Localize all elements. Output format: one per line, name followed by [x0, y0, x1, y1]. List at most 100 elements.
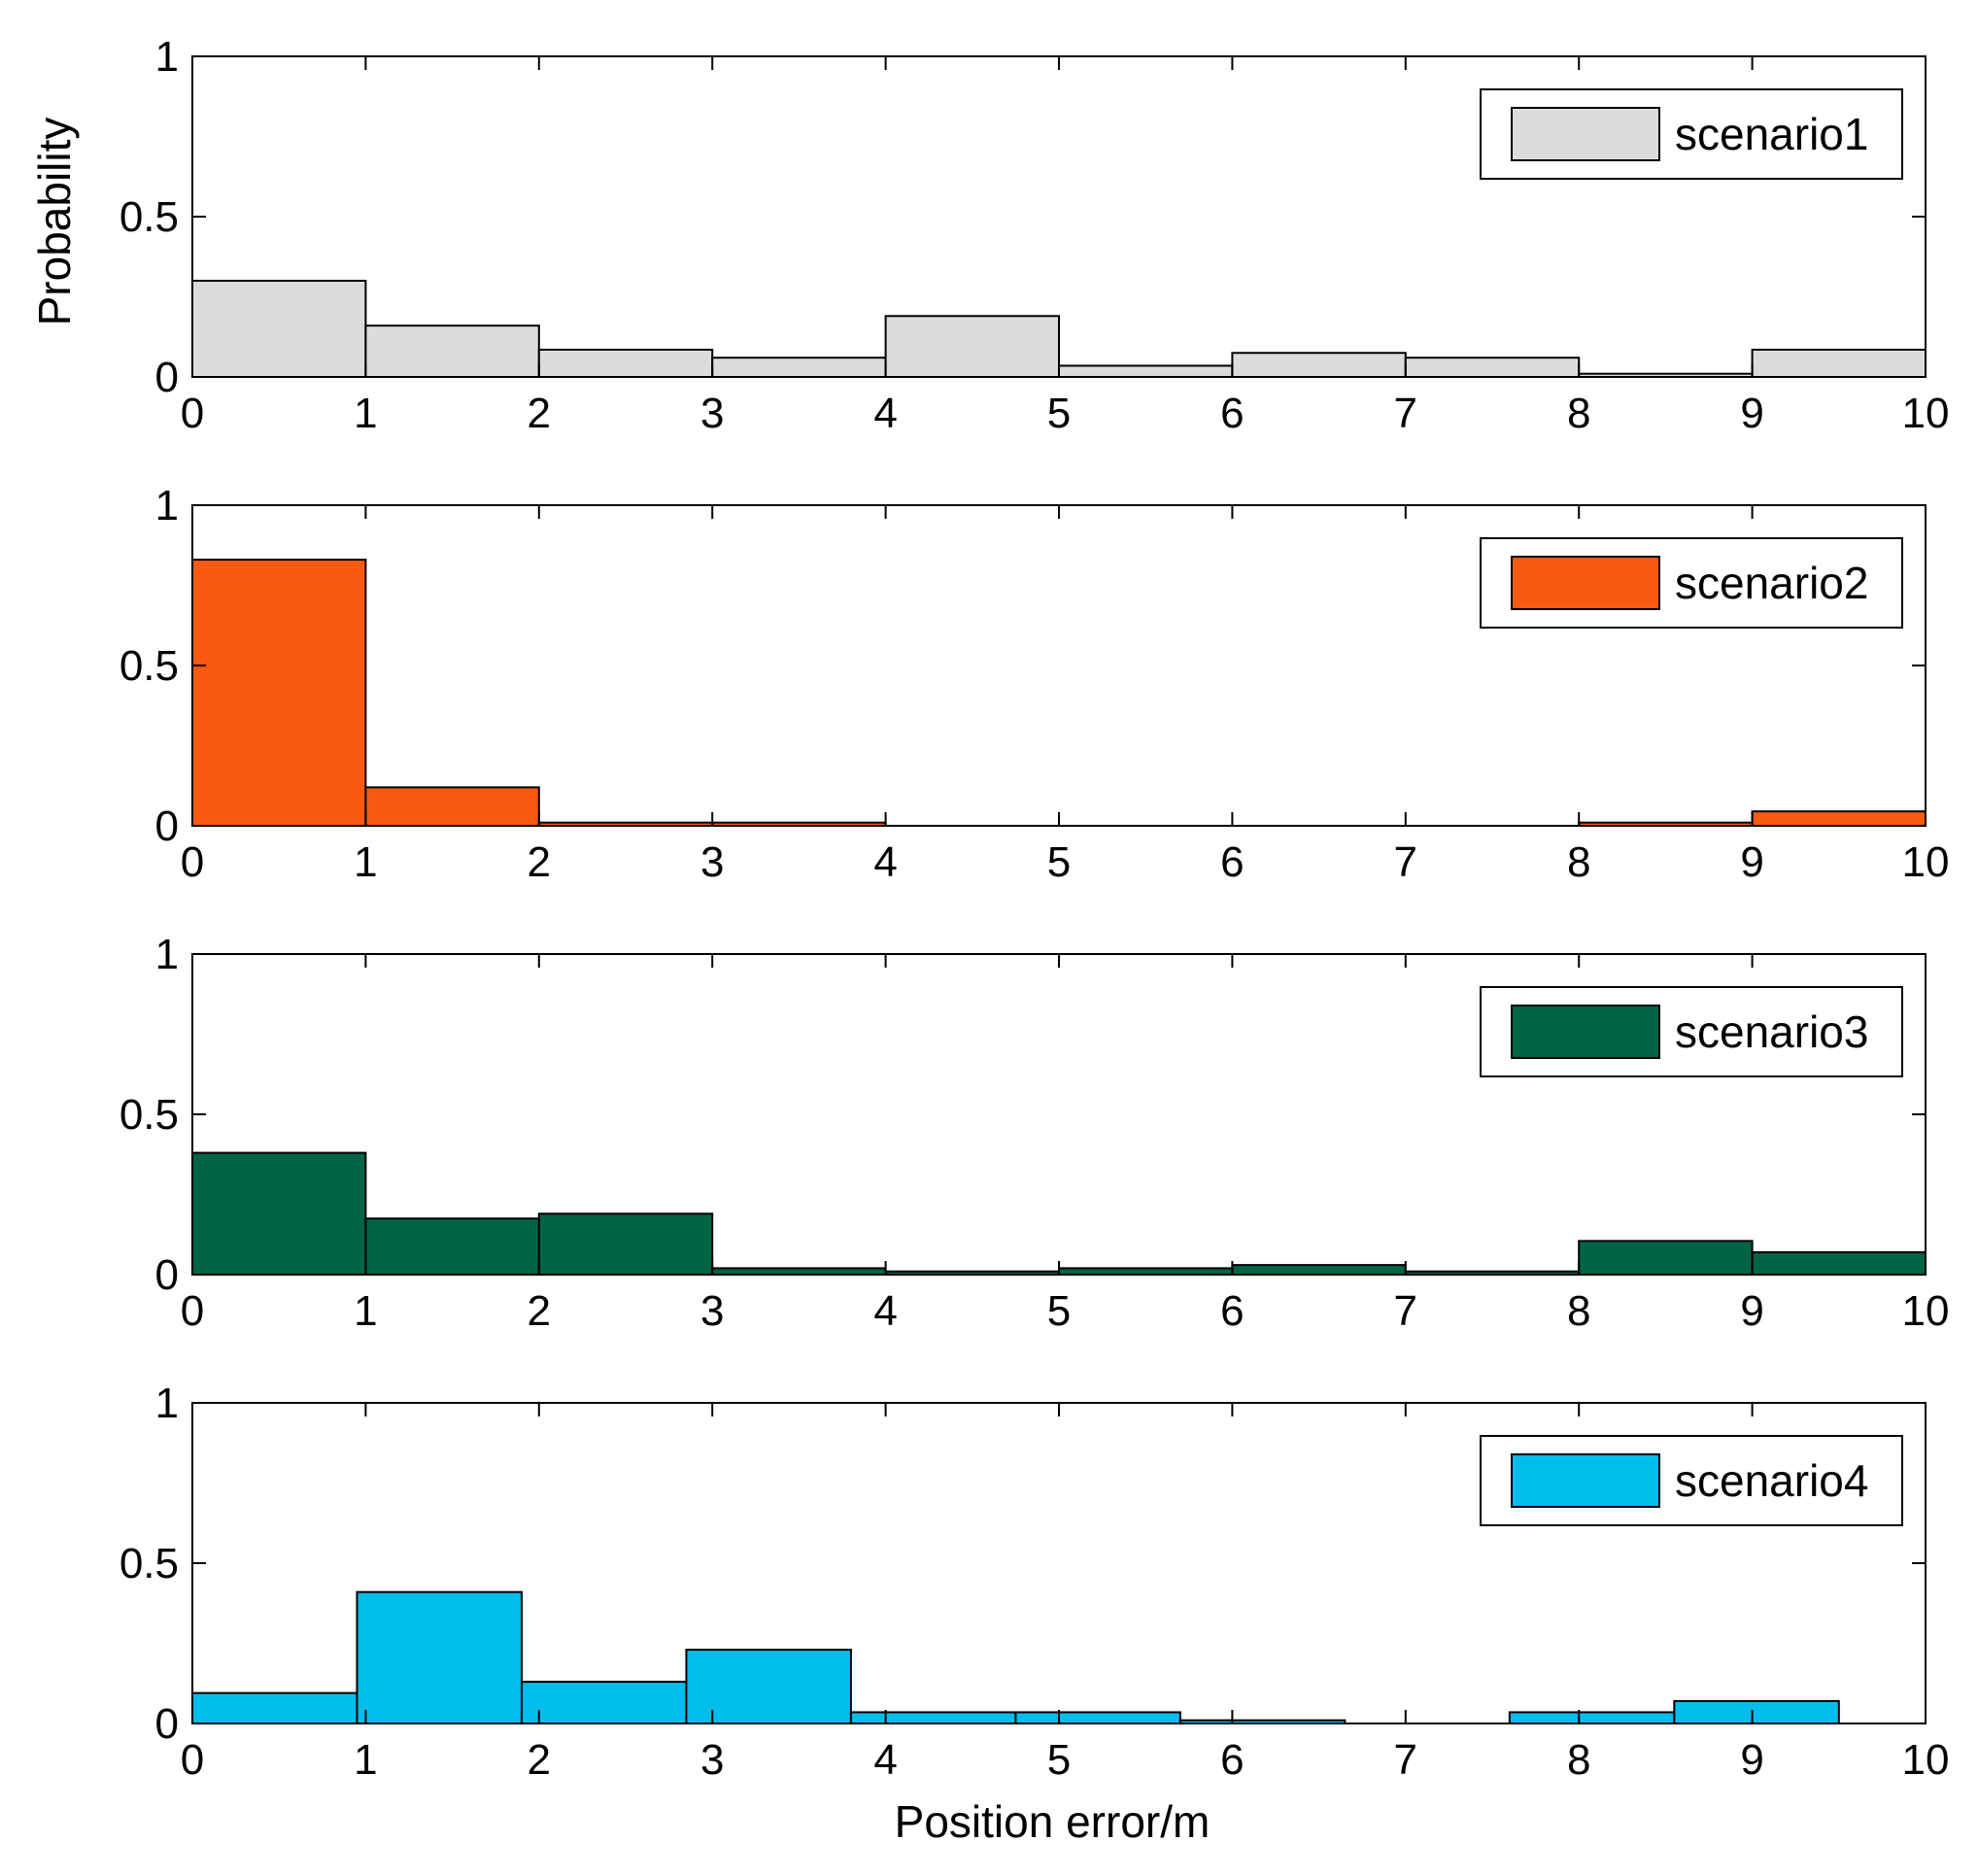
histogram-bar — [711, 1267, 887, 1277]
x-tick-label: 3 — [700, 390, 724, 437]
x-tick-label: 9 — [1740, 390, 1763, 437]
legend: scenario3 — [1480, 986, 1903, 1077]
x-tick-label: 0 — [181, 1287, 204, 1335]
x-tick-label: 6 — [1220, 1287, 1244, 1335]
x-tick-label: 5 — [1047, 390, 1071, 437]
histogram-bar — [685, 1649, 852, 1724]
y-tick-label: 0.5 — [119, 1540, 179, 1587]
legend: scenario1 — [1480, 88, 1903, 180]
legend-label: scenario1 — [1675, 109, 1868, 159]
legend-swatch — [1511, 1005, 1660, 1059]
histogram-bar — [1178, 1719, 1347, 1724]
x-tick-label: 8 — [1567, 1736, 1590, 1784]
legend-label: scenario4 — [1675, 1455, 1868, 1506]
x-tick-label: 1 — [354, 1736, 377, 1784]
x-tick-label: 0 — [181, 1736, 204, 1784]
x-tick-label: 8 — [1567, 1287, 1590, 1335]
x-tick-label: 2 — [528, 838, 551, 886]
x-tick-label: 2 — [528, 1287, 551, 1335]
histogram-bar — [1058, 1267, 1234, 1277]
histogram-bar — [356, 1590, 523, 1724]
x-tick-label: 10 — [1902, 1736, 1950, 1784]
x-tick-label: 1 — [354, 1287, 377, 1335]
subplot-2: 0 1 2 3 4 5 6 7 8 9 10 0 0.5 1 scenario2 — [119, 482, 1950, 886]
histogram-bar — [1014, 1711, 1181, 1724]
x-tick-label: 2 — [528, 390, 551, 437]
legend-swatch — [1511, 107, 1660, 161]
histogram-bar — [191, 1691, 358, 1725]
histogram-bar — [849, 1711, 1017, 1724]
histogram-bar — [537, 1212, 714, 1277]
histogram-bar — [191, 559, 367, 827]
x-tick-label: 7 — [1394, 838, 1417, 886]
x-tick-label: 4 — [873, 838, 897, 886]
x-tick-label: 2 — [528, 1736, 551, 1784]
x-tick-label: 3 — [700, 1287, 724, 1335]
histogram-bar — [1578, 372, 1754, 379]
histogram-bar — [1751, 810, 1927, 828]
x-tick-label: 4 — [873, 390, 897, 437]
histogram-bar — [1673, 1699, 1840, 1725]
subplot-1: 0 1 2 3 4 5 6 7 8 9 10 0 0.5 1 scenario1 — [119, 33, 1950, 437]
histogram-bar — [191, 280, 367, 378]
histogram-bar — [1751, 1250, 1927, 1277]
x-tick-label: 10 — [1902, 1287, 1950, 1335]
y-axis-title: Probability — [29, 118, 80, 326]
subplot-4: 0 1 2 3 4 5 6 7 8 9 10 0 0.5 1 scenario4 — [119, 1380, 1950, 1784]
subplot-3: 0 1 2 3 4 5 6 7 8 9 10 0 0.5 1 scenario3 — [119, 931, 1950, 1335]
histogram-bar — [191, 1151, 367, 1276]
histogram-bar — [711, 821, 887, 828]
x-tick-label: 10 — [1902, 390, 1950, 437]
x-tick-label: 6 — [1220, 838, 1244, 886]
x-tick-label: 10 — [1902, 838, 1950, 886]
y-tick-label: 0.5 — [119, 642, 179, 690]
histogram-bar — [1751, 348, 1927, 379]
y-tick-label: 0.5 — [119, 1091, 179, 1139]
y-tick-label: 0 — [155, 1700, 179, 1748]
y-tick-label: 0 — [155, 1251, 179, 1299]
x-tick-label: 5 — [1047, 1287, 1071, 1335]
y-tick-label: 0 — [155, 802, 179, 850]
histogram-bar — [1404, 1270, 1581, 1276]
histogram-bar — [884, 315, 1060, 378]
x-tick-label: 9 — [1740, 1287, 1763, 1335]
histogram-bar — [364, 786, 540, 828]
histogram-bar — [1231, 1264, 1407, 1276]
x-tick-label: 9 — [1740, 1736, 1763, 1784]
histogram-bar — [364, 1217, 540, 1276]
x-axis-title: Position error/m — [895, 1796, 1211, 1847]
x-tick-label: 5 — [1047, 1736, 1071, 1784]
histogram-bar — [1578, 821, 1754, 828]
x-tick-label: 7 — [1394, 390, 1417, 437]
histogram-bar — [537, 348, 714, 379]
histogram-bar — [884, 1270, 1060, 1276]
x-tick-label: 1 — [354, 838, 377, 886]
legend-swatch — [1511, 1453, 1660, 1508]
y-tick-label: 1 — [155, 482, 179, 529]
y-tick-label: 1 — [155, 1380, 179, 1427]
x-tick-label: 7 — [1394, 1287, 1417, 1335]
y-tick-label: 0 — [155, 354, 179, 401]
x-tick-label: 0 — [181, 838, 204, 886]
x-tick-label: 6 — [1220, 390, 1244, 437]
x-tick-label: 1 — [354, 390, 377, 437]
x-tick-label: 8 — [1567, 838, 1590, 886]
histogram-bar — [1231, 352, 1407, 378]
legend: scenario2 — [1480, 537, 1903, 629]
x-tick-label: 9 — [1740, 838, 1763, 886]
x-tick-label: 5 — [1047, 838, 1071, 886]
legend-swatch — [1511, 556, 1660, 610]
histogram-bar — [1508, 1711, 1676, 1724]
x-tick-label: 6 — [1220, 1736, 1244, 1784]
histogram-bar — [1578, 1240, 1754, 1276]
histogram-bar — [711, 357, 887, 379]
x-tick-label: 4 — [873, 1287, 897, 1335]
x-tick-label: 8 — [1567, 390, 1590, 437]
histogram-bar — [520, 1681, 688, 1724]
histogram-bar — [1058, 364, 1234, 379]
x-tick-label: 0 — [181, 390, 204, 437]
legend-label: scenario3 — [1675, 1006, 1868, 1057]
y-tick-label: 0.5 — [119, 193, 179, 241]
